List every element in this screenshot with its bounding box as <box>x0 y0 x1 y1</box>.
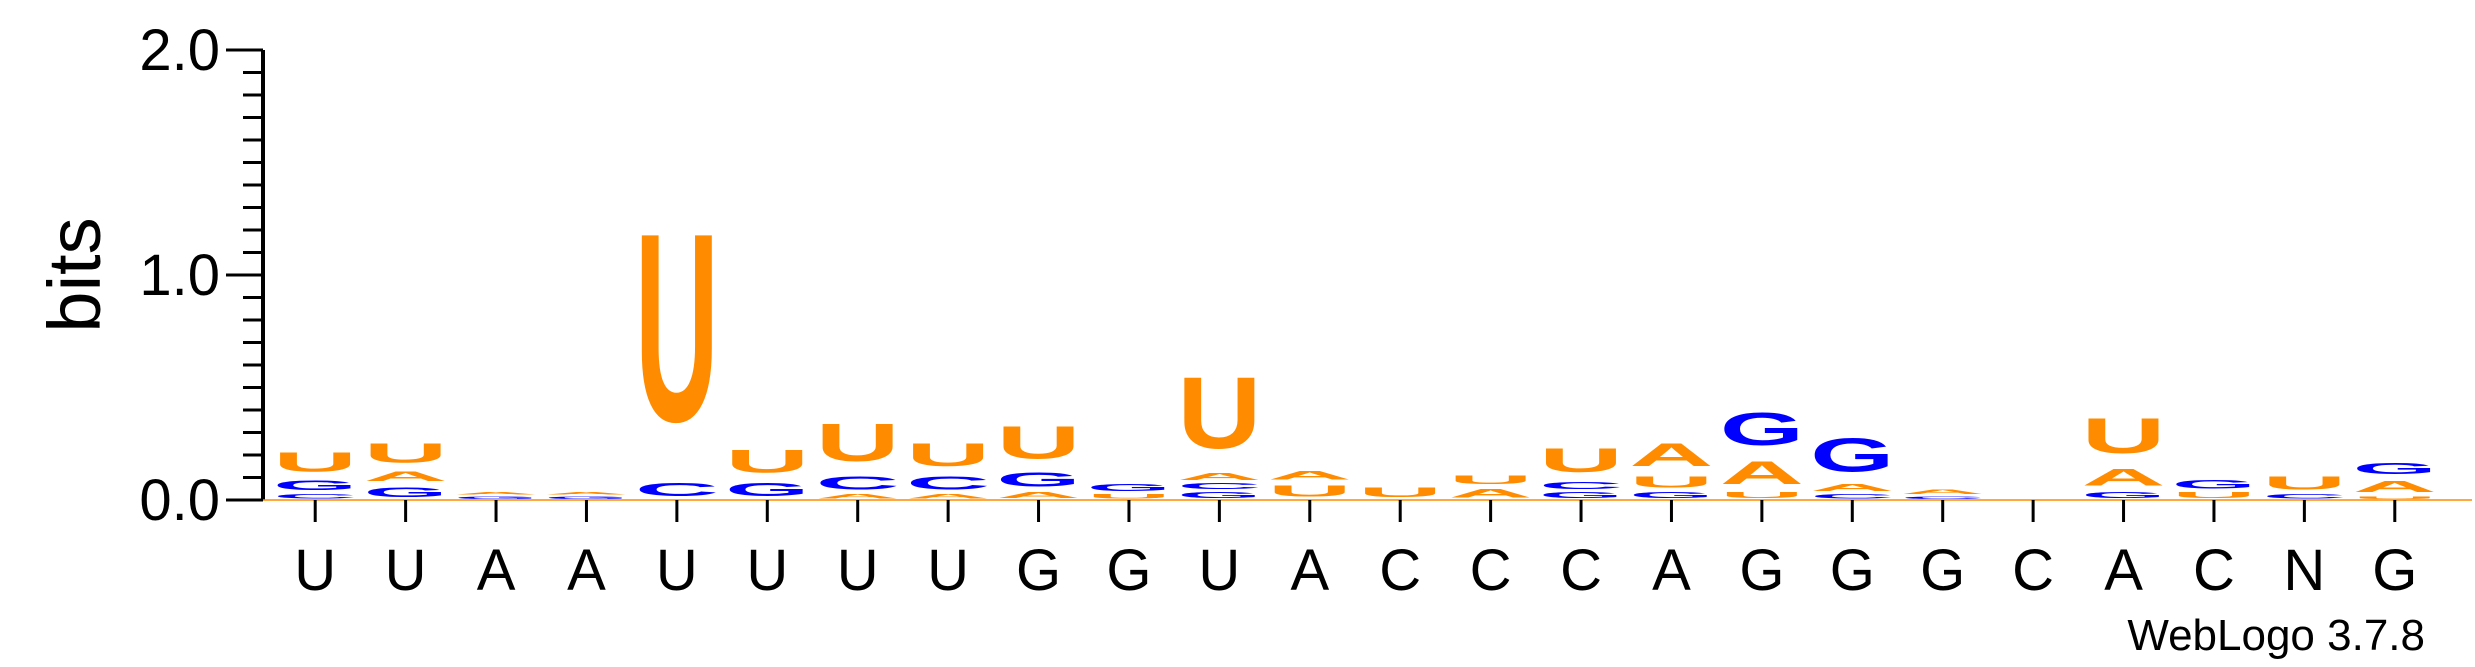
logo-glyph-C: C <box>1810 493 1894 500</box>
logo-glyph-U: U <box>1539 442 1623 480</box>
logo-glyph-A: A <box>454 491 538 495</box>
logo-glyph-U: U <box>906 437 990 473</box>
logo-glyph-U: U <box>2262 473 2346 493</box>
logo-glyph-U: U <box>364 437 448 469</box>
logo-glyph-G: G <box>1720 403 1804 455</box>
x-tick-label: U <box>385 538 427 603</box>
x-tick-label: G <box>1830 538 1875 603</box>
logo-glyph-A: A <box>816 493 900 500</box>
logo-glyph-A: A <box>2353 477 2437 495</box>
logo-glyph-C: C <box>1901 496 1985 500</box>
logo-glyph-C: C <box>816 473 900 493</box>
logo-glyph-C: C <box>906 473 990 493</box>
logo-glyph-U: U <box>273 446 357 478</box>
logo-glyph-G: G <box>1539 491 1623 500</box>
logo-glyph-A: A <box>1810 482 1894 493</box>
x-tick-label: U <box>656 538 698 603</box>
logo-glyph-U: U <box>2172 491 2256 500</box>
logo-glyph-A: A <box>1629 437 1713 473</box>
logo-glyph-A: A <box>364 468 448 484</box>
logo-glyph-G: G <box>997 469 1081 491</box>
logo-glyph-U: U <box>1720 491 1804 500</box>
logo-glyph-A: A <box>906 493 990 500</box>
logo-glyph-G: G <box>364 484 448 500</box>
logo-glyph-A: A <box>1449 486 1533 500</box>
x-tick-label: G <box>2372 538 2417 603</box>
logo-glyph-A: A <box>1177 471 1261 482</box>
logo-glyph-C: C <box>2262 493 2346 500</box>
logo-glyph-U: U <box>1449 473 1533 487</box>
x-tick-label: C <box>1560 538 1602 603</box>
logo-glyph-U: U <box>1629 473 1713 491</box>
x-tick-label: A <box>567 538 606 603</box>
x-tick-label: A <box>477 538 516 603</box>
logo-glyph-G: G <box>1629 491 1713 500</box>
logo-glyph-U: U <box>1177 357 1261 471</box>
x-tick-label: U <box>294 538 336 603</box>
x-tick-label: U <box>746 538 788 603</box>
x-tick-label: G <box>1016 538 1061 603</box>
logo-glyph-A: A <box>544 491 628 495</box>
y-tick-label: 2.0 <box>139 18 220 83</box>
x-tick-label: A <box>1290 538 1329 603</box>
logo-glyph-C: C <box>635 480 719 500</box>
logo-glyph-A: A <box>1901 489 1985 496</box>
y-tick-label: 1.0 <box>139 243 220 308</box>
logo-glyph-G: G <box>454 496 538 500</box>
logo-glyph-G: G <box>2082 491 2166 500</box>
logo-glyph-U: U <box>997 417 1081 469</box>
logo-glyph-U: U <box>1087 493 1171 500</box>
x-tick-label: G <box>1106 538 1151 603</box>
logo-glyph-U: U <box>725 444 809 480</box>
logo-glyph-U: U <box>2082 408 2166 464</box>
logo-glyph-U: U <box>1358 484 1442 500</box>
x-tick-label: G <box>1739 538 1784 603</box>
x-tick-label: A <box>1652 538 1691 603</box>
logo-glyph-U: U <box>1268 482 1352 500</box>
logo-glyph-A: A <box>1268 468 1352 482</box>
logo-glyph-C: C <box>1177 482 1261 491</box>
logo-glyph-G: G <box>725 480 809 500</box>
y-axis-title: bits <box>33 217 116 332</box>
logo-glyph-A: A <box>997 491 1081 500</box>
x-tick-label: A <box>2104 538 2143 603</box>
x-tick-label: C <box>2012 538 2054 603</box>
y-tick-label: 0.0 <box>139 468 220 533</box>
logo-glyph-U: U <box>2353 496 2437 500</box>
y-ticks: 0.0 1.0 2.0 <box>139 18 263 533</box>
x-tick-label: U <box>927 538 969 603</box>
logo-glyph-A: A <box>1720 455 1804 491</box>
logo-glyph-U: U <box>816 413 900 473</box>
x-tick-label: U <box>1198 538 1240 603</box>
logo-glyph-G: G <box>2172 478 2256 491</box>
logo-glyph-C: C <box>1539 480 1623 491</box>
logo-glyph-G: G <box>544 496 628 500</box>
logo-glyph-G: G <box>1177 491 1261 500</box>
x-tick-label: G <box>1920 538 1965 603</box>
logo-glyph-G: G <box>1810 428 1894 482</box>
x-tick-label: C <box>2193 538 2235 603</box>
weblogo-credit: WebLogo 3.7.8 <box>2127 611 2425 660</box>
logo-glyph-G: G <box>2353 460 2437 478</box>
x-tick-label: C <box>1470 538 1512 603</box>
x-tick-label: U <box>837 538 879 603</box>
logo-glyph-G: G <box>1087 482 1171 493</box>
logo-glyph-G: G <box>273 478 357 494</box>
logo-glyph-C: C <box>273 493 357 500</box>
logo-glyph-A: A <box>2082 464 2166 491</box>
x-tick-label: N <box>2283 538 2325 603</box>
x-tick-label: C <box>1379 538 1421 603</box>
logo-glyph-U: U <box>635 177 719 478</box>
